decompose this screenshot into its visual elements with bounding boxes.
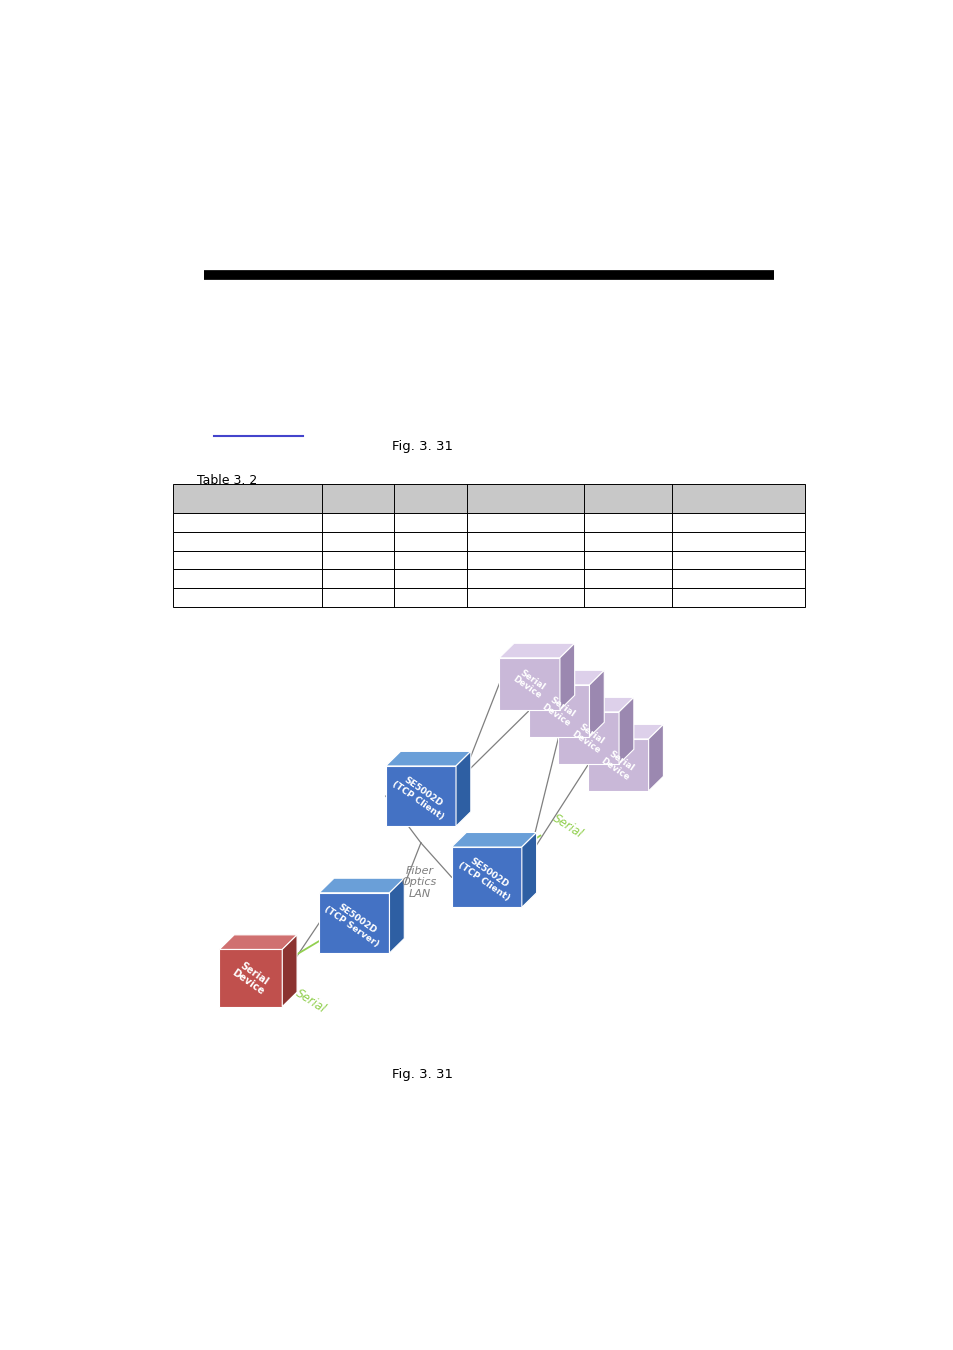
Polygon shape [219, 934, 296, 949]
FancyBboxPatch shape [173, 485, 803, 513]
Polygon shape [618, 698, 633, 764]
Polygon shape [319, 892, 389, 953]
Polygon shape [451, 833, 536, 846]
Text: Serial: Serial [549, 811, 584, 841]
Polygon shape [558, 698, 633, 711]
FancyBboxPatch shape [173, 513, 803, 532]
Text: Table 3. 2: Table 3. 2 [196, 474, 257, 487]
Polygon shape [451, 846, 521, 907]
Polygon shape [589, 671, 603, 737]
Polygon shape [587, 738, 648, 791]
Polygon shape [282, 934, 296, 1007]
Polygon shape [385, 752, 471, 765]
Text: Serial
Device: Serial Device [510, 667, 548, 701]
Polygon shape [498, 644, 574, 657]
Text: Serial
Device: Serial Device [598, 748, 637, 782]
Polygon shape [498, 657, 559, 710]
Text: SE5002D
(TCP Server): SE5002D (TCP Server) [322, 896, 386, 949]
Polygon shape [389, 879, 404, 953]
Text: Serial
Device: Serial Device [569, 721, 607, 755]
FancyBboxPatch shape [173, 570, 803, 589]
FancyBboxPatch shape [173, 551, 803, 570]
Polygon shape [648, 725, 662, 791]
FancyBboxPatch shape [173, 532, 803, 551]
Polygon shape [528, 671, 603, 684]
Polygon shape [456, 752, 471, 826]
Polygon shape [219, 949, 282, 1007]
Polygon shape [521, 833, 536, 907]
Polygon shape [559, 644, 574, 710]
FancyBboxPatch shape [173, 589, 803, 608]
Polygon shape [319, 879, 404, 892]
Text: Fiber
Optics
LAN: Fiber Optics LAN [401, 865, 436, 899]
Polygon shape [385, 765, 456, 826]
Text: Serial
Device: Serial Device [539, 694, 578, 728]
Polygon shape [558, 711, 618, 764]
Text: Fig. 3. 31: Fig. 3. 31 [392, 1068, 453, 1081]
Text: SE5002D
(TCP Client): SE5002D (TCP Client) [456, 852, 517, 902]
Polygon shape [587, 725, 662, 738]
Text: Serial
Device: Serial Device [230, 958, 272, 998]
Text: Fig. 3. 31: Fig. 3. 31 [392, 440, 453, 454]
Text: SE5002D
(TCP Client): SE5002D (TCP Client) [390, 771, 451, 821]
Text: Serial: Serial [294, 987, 329, 1015]
Polygon shape [528, 684, 589, 737]
